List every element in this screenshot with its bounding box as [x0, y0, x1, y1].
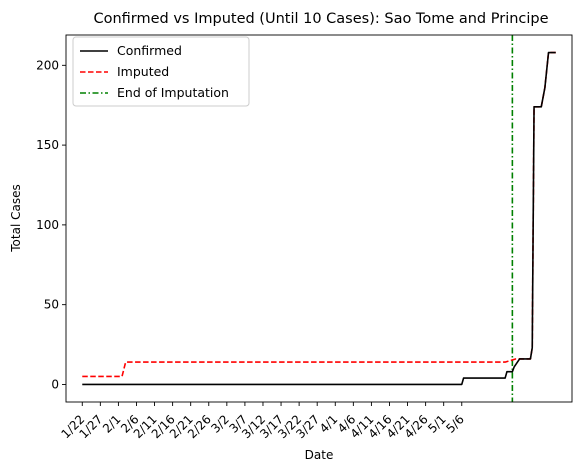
chart-title: Confirmed vs Imputed (Until 10 Cases): S… [93, 11, 548, 27]
y-tick-label: 200 [36, 58, 59, 72]
x-axis-label: Date [305, 448, 334, 462]
x-tick-label: 5/6 [443, 412, 467, 436]
series-line-confirmed [82, 51, 556, 386]
plot-frame [65, 34, 573, 403]
y-tick-label: 50 [44, 298, 59, 312]
legend-label-imputed: Imputed [117, 64, 169, 79]
y-tick-label: 100 [36, 218, 59, 232]
legend-box [72, 36, 250, 107]
legend-label-end-of-imputation: End of Imputation [117, 85, 229, 100]
y-tick-label: 0 [51, 377, 59, 391]
y-axis-label: Total Cases [9, 184, 23, 252]
y-tick-label: 150 [36, 138, 59, 152]
legend-label-confirmed: Confirmed [117, 43, 182, 58]
legend: Confirmed Imputed End of Imputation [72, 36, 250, 107]
